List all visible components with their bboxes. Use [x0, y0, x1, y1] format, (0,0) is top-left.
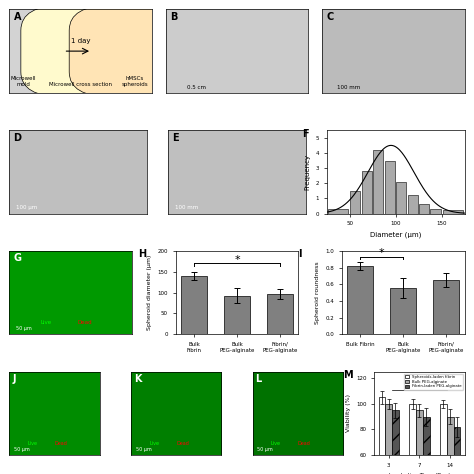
Y-axis label: Spheroid diameter (μm): Spheroid diameter (μm) [147, 255, 152, 330]
Bar [347, 266, 373, 334]
Text: Dead: Dead [298, 441, 310, 446]
Y-axis label: Spheroid roundness: Spheroid roundness [315, 261, 319, 324]
X-axis label: Incubation Time (Day): Incubation Time (Day) [389, 473, 450, 474]
Bar [430, 209, 441, 213]
Bar [379, 397, 385, 474]
Bar [267, 294, 293, 334]
Text: Dead: Dead [176, 441, 189, 446]
Text: 0.5 cm: 0.5 cm [187, 84, 206, 90]
Bar [392, 410, 399, 474]
Text: L: L [255, 374, 262, 384]
Bar [224, 296, 250, 334]
Bar [390, 289, 416, 334]
Text: J: J [12, 374, 16, 384]
Bar [447, 417, 454, 474]
Bar [443, 210, 463, 213]
Bar [384, 161, 395, 213]
Text: C: C [327, 12, 334, 22]
Bar [362, 171, 372, 213]
Bar [433, 280, 459, 334]
Text: G: G [13, 254, 21, 264]
Text: Live: Live [27, 441, 37, 446]
Legend: Spheroids-laden fibrin, Bulk PEG-alginate, Fibrin-laden PEG-alginate: Spheroids-laden fibrin, Bulk PEG-alginat… [404, 374, 463, 390]
Text: Live: Live [271, 441, 281, 446]
Text: Microwell
mold: Microwell mold [11, 76, 36, 87]
Bar [410, 404, 416, 474]
Text: Live: Live [40, 320, 51, 325]
Text: I: I [299, 249, 302, 259]
Text: 50 μm: 50 μm [257, 447, 273, 452]
Text: *: * [433, 382, 437, 391]
Text: 50 μm: 50 μm [16, 326, 31, 331]
FancyBboxPatch shape [69, 5, 190, 97]
Bar [419, 204, 429, 213]
Text: 100 mm: 100 mm [337, 84, 360, 90]
Text: 50 μm: 50 μm [14, 447, 30, 452]
Bar [350, 191, 360, 213]
Text: Live: Live [149, 441, 159, 446]
Text: 50 μm: 50 μm [136, 447, 151, 452]
Text: D: D [14, 133, 22, 143]
Bar [374, 150, 383, 213]
Text: Microwell cross section: Microwell cross section [49, 82, 112, 87]
Text: A: A [14, 12, 21, 22]
Text: *: * [379, 248, 384, 258]
Text: 100 mm: 100 mm [175, 205, 198, 210]
Text: *: * [234, 255, 240, 264]
Text: F: F [302, 128, 309, 138]
Text: K: K [134, 374, 141, 384]
Bar [328, 209, 348, 213]
FancyBboxPatch shape [21, 5, 135, 97]
Y-axis label: Frequency: Frequency [304, 154, 310, 190]
Text: E: E [172, 133, 179, 143]
Bar [440, 404, 447, 474]
Text: Dead: Dead [77, 320, 92, 325]
Bar [408, 195, 418, 213]
Text: B: B [170, 12, 178, 22]
Bar [181, 276, 207, 334]
Text: Dead: Dead [55, 441, 67, 446]
FancyBboxPatch shape [0, 5, 81, 101]
Y-axis label: Viability (%): Viability (%) [346, 394, 351, 432]
Bar [396, 182, 406, 213]
Text: 1 day: 1 day [71, 38, 91, 44]
Text: H: H [138, 249, 147, 259]
X-axis label: Diameter (μm): Diameter (μm) [370, 232, 421, 238]
Text: 100 μm: 100 μm [17, 205, 37, 210]
Text: hMSCs
spheroids: hMSCs spheroids [121, 76, 148, 87]
Bar [423, 417, 429, 474]
Bar [454, 427, 460, 474]
Bar [416, 410, 423, 474]
Bar [385, 404, 392, 474]
Text: M: M [343, 370, 353, 380]
